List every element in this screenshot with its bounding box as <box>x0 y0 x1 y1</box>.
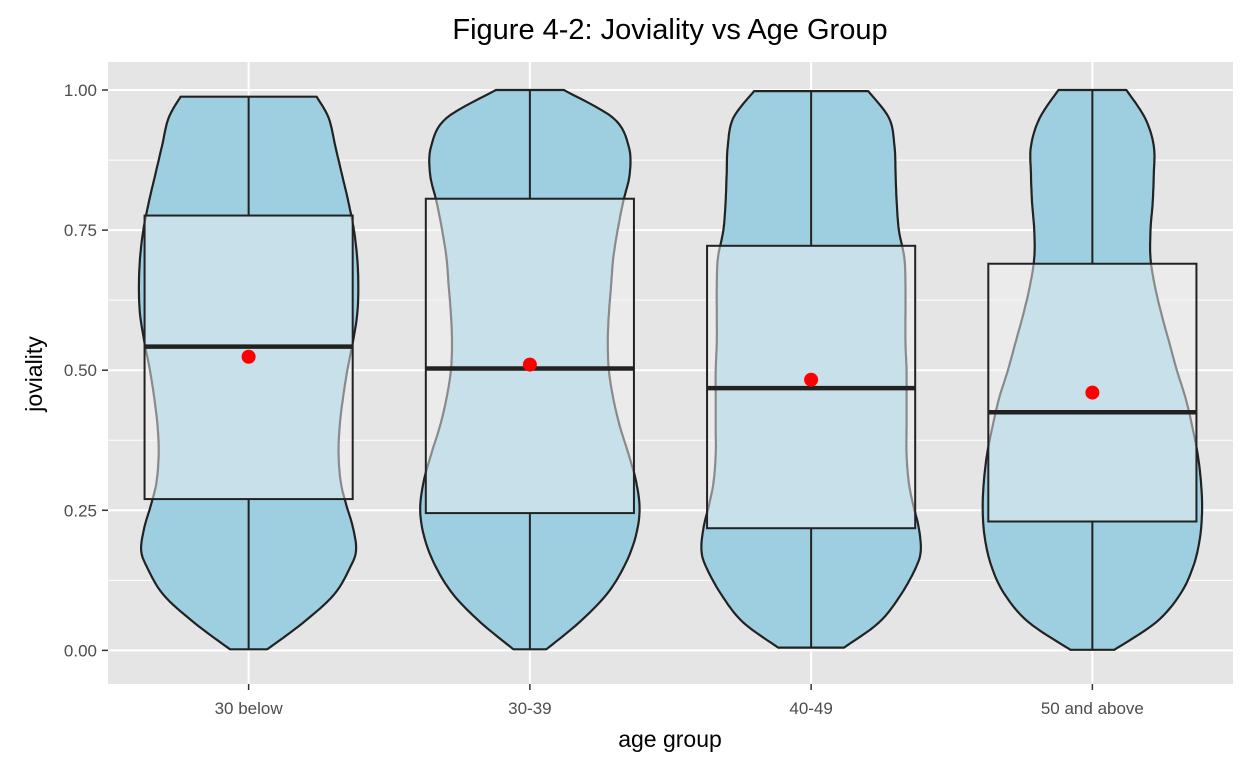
x-tick-label: 30-39 <box>508 699 551 718</box>
y-tick-label: 0.00 <box>64 641 97 660</box>
mean-point <box>241 349 256 364</box>
x-tick-label: 50 and above <box>1041 699 1144 718</box>
x-axis-title: age group <box>618 726 722 752</box>
y-tick-label: 0.25 <box>64 501 97 520</box>
y-tick-label: 0.75 <box>64 221 97 240</box>
box <box>143 214 354 501</box>
x-tick-label: 30 below <box>215 699 284 718</box>
mean-point <box>522 357 537 372</box>
y-tick-label: 1.00 <box>64 81 97 100</box>
axes: 0.00 0.25 0.50 0.75 1.00 30 below 30-39 40-49 50… <box>64 81 1144 718</box>
mean-point <box>804 372 819 387</box>
box <box>424 197 635 515</box>
mean-point <box>1085 385 1100 400</box>
chart-marks <box>137 88 1204 651</box>
y-tick-label: 0.50 <box>64 361 97 380</box>
chart-title: Figure 4-2: Joviality vs Age Group <box>452 14 887 46</box>
y-axis-title: joviality <box>21 336 47 413</box>
x-tick-label: 40-49 <box>789 699 832 718</box>
